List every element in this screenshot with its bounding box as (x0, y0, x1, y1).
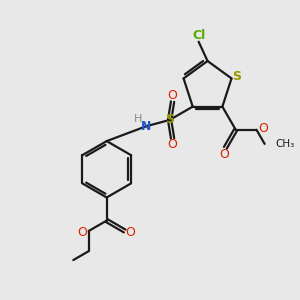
Text: N: N (141, 120, 151, 133)
Text: O: O (168, 138, 178, 152)
Text: H: H (134, 114, 142, 124)
Text: S: S (165, 113, 174, 127)
Text: O: O (168, 88, 178, 102)
Text: O: O (258, 122, 268, 135)
Text: CH₃: CH₃ (275, 139, 294, 149)
Text: O: O (77, 226, 87, 239)
Text: S: S (232, 70, 242, 83)
Text: O: O (126, 226, 136, 239)
Text: O: O (219, 148, 229, 161)
Text: Cl: Cl (192, 29, 205, 42)
